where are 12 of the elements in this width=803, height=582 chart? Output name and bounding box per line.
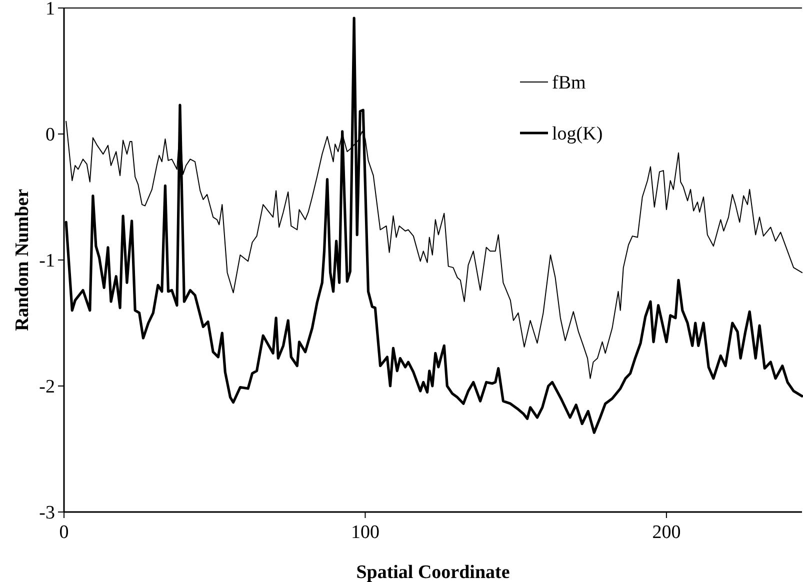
legend-label: log(K) (552, 124, 603, 145)
y-tick-label: -1 (39, 250, 55, 272)
y-tick-label: -3 (39, 502, 55, 524)
x-axis-title: Spatial Coordinate (356, 562, 510, 582)
x-tick-label: 0 (59, 522, 69, 543)
legend-label: fBm (552, 72, 586, 94)
x-tick-label: 100 (350, 522, 380, 543)
y-axis-title: Random Number (12, 188, 33, 331)
y-tick-label: -2 (39, 376, 55, 398)
x-tick-label: 200 (652, 522, 681, 543)
y-tick-label: 0 (46, 124, 55, 146)
y-tick-label: 1 (46, 0, 55, 20)
